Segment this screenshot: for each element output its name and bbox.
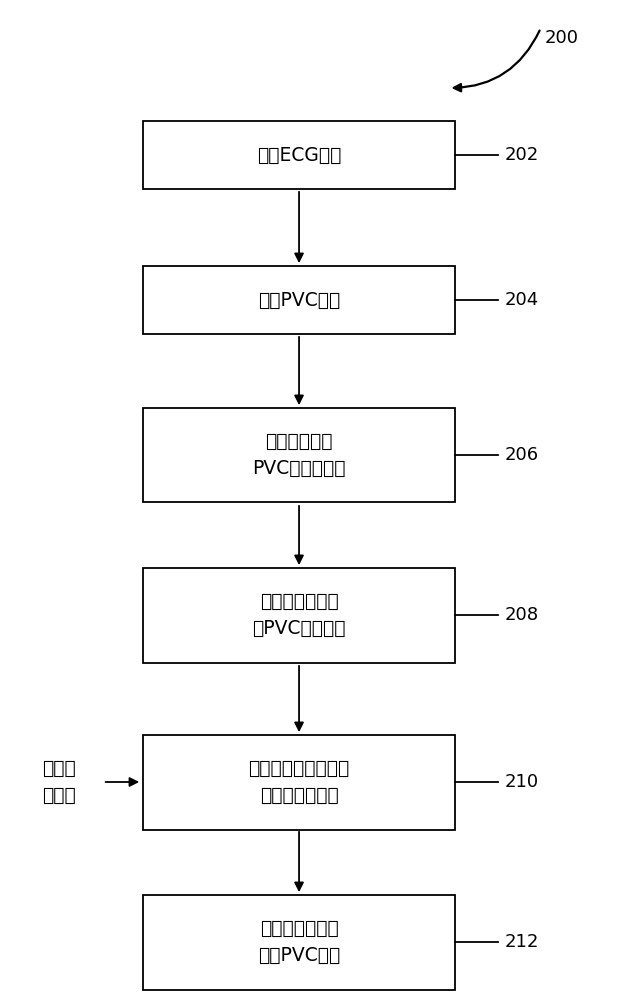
Text: 检测PVC搏动: 检测PVC搏动: [258, 290, 340, 310]
Text: 204: 204: [505, 291, 539, 309]
Text: 监测ECG信号: 监测ECG信号: [257, 145, 341, 164]
FancyBboxPatch shape: [143, 568, 455, 662]
FancyBboxPatch shape: [143, 266, 455, 334]
Text: 量化检测到的
PVC搏动的形态: 量化检测到的 PVC搏动的形态: [252, 432, 346, 478]
Text: 208: 208: [505, 606, 539, 624]
FancyBboxPatch shape: [143, 734, 455, 830]
Text: 生成输出以显示用于
专家检查的聚类: 生成输出以显示用于 专家检查的聚类: [249, 759, 350, 805]
Text: 通过形态数值上
将PVC搏动聚类: 通过形态数值上 将PVC搏动聚类: [252, 592, 346, 638]
FancyBboxPatch shape: [143, 408, 455, 502]
FancyBboxPatch shape: [143, 894, 455, 990]
Text: 206: 206: [505, 446, 539, 464]
Text: 202: 202: [505, 146, 539, 164]
Text: 212: 212: [505, 933, 539, 951]
Text: 210: 210: [505, 773, 539, 791]
Text: 200: 200: [545, 29, 579, 47]
Text: 基于聚类的形态
确定PVC类型: 基于聚类的形态 确定PVC类型: [258, 919, 340, 965]
FancyBboxPatch shape: [143, 121, 455, 189]
Text: 由专家
的输入: 由专家 的输入: [42, 759, 76, 805]
